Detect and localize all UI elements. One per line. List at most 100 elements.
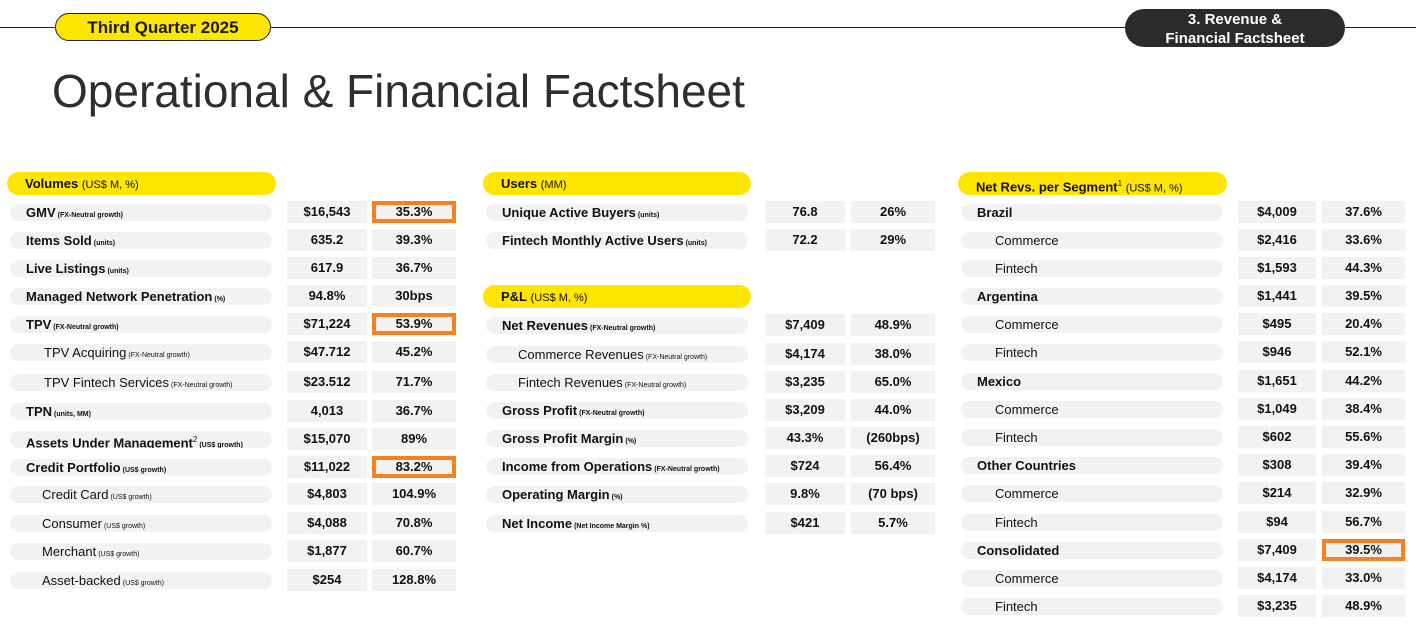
segments-row-value: $214	[1238, 482, 1316, 504]
volumes-row-note: (FX-Neutral growth)	[171, 382, 233, 389]
volumes-row-label: GMV (FX-Neutral growth)	[10, 204, 272, 221]
segments-row-growth: 48.9%	[1322, 595, 1405, 617]
pnl-row-label: Gross Profit Margin (%)	[486, 430, 748, 447]
segments-row-name: Fintech	[995, 345, 1038, 360]
pnl-row-value: 43.3%	[765, 427, 845, 449]
volumes-row-name: TPV Acquiring	[44, 345, 127, 360]
section-badge-line1: 3. Revenue &	[1187, 11, 1283, 28]
users-row-note: (units)	[637, 212, 660, 219]
pnl-row-name: Net Income	[502, 516, 573, 531]
volumes-row-value: 635.2	[287, 229, 367, 251]
segments-row-label: Consolidated	[961, 542, 1223, 559]
volumes-row-name: Managed Network Penetration	[26, 289, 213, 304]
volumes-row-growth: 70.8%	[372, 512, 456, 534]
pnl-row-value: $4,174	[765, 343, 845, 365]
users-row-name: Unique Active Buyers	[502, 205, 636, 220]
segments-row-name: Other Countries	[977, 458, 1076, 473]
pnl-row-label: Net Revenues (FX-Neutral growth)	[486, 317, 748, 334]
volumes-row-note: (US$ growth)	[122, 580, 164, 587]
segments-header: Net Revs. per Segment1 (US$ M, %)	[958, 172, 1227, 195]
volumes-row-name: GMV	[26, 205, 56, 220]
segments-row-growth: 52.1%	[1322, 341, 1405, 363]
segments-row-value: $495	[1238, 313, 1316, 335]
volumes-row-name: Assets Under Management	[26, 435, 193, 448]
volumes-row-growth: 30bps	[372, 285, 456, 307]
users-row-note: (units)	[685, 240, 707, 247]
segments-row-growth: 39.4%	[1322, 454, 1405, 476]
volumes-row-name: Credit Card	[42, 487, 109, 502]
users-row-growth: 26%	[851, 201, 935, 223]
pnl-row-growth: 5.7%	[851, 512, 935, 534]
segments-row-growth: 39.5%	[1322, 539, 1405, 561]
users-row-growth: 29%	[851, 229, 935, 251]
volumes-header: Volumes (US$ M, %)	[7, 172, 276, 195]
volumes-row-value: $71,224	[287, 313, 367, 335]
pnl-header: P&L (US$ M, %)	[483, 285, 751, 308]
segments-unit: (US$ M, %)	[1125, 182, 1183, 195]
volumes-row-footnote: 2	[192, 435, 198, 444]
volumes-row-label: TPV Fintech Services (FX-Neutral growth)	[10, 374, 272, 391]
pnl-row-growth: 65.0%	[851, 371, 935, 393]
volumes-row-note: (US$ growth)	[98, 551, 140, 558]
users-row-value: 72.2	[765, 229, 845, 251]
pnl-row-growth: 44.0%	[851, 399, 935, 421]
volumes-row-label: Consumer (US$ growth)	[10, 515, 272, 532]
pnl-row-growth: 56.4%	[851, 455, 935, 477]
volumes-row-label: Items Sold (units)	[10, 232, 272, 249]
segments-row-name: Fintech	[995, 599, 1038, 614]
segments-footnote: 1	[1117, 179, 1123, 188]
pnl-row-growth: (70 bps)	[851, 483, 935, 505]
segments-row-label: Commerce	[961, 316, 1223, 333]
volumes-row-value: 94.8%	[287, 285, 367, 307]
volumes-row-name: Merchant	[42, 544, 97, 559]
volumes-row-value: $254	[287, 569, 367, 591]
pnl-row-value: $724	[765, 455, 845, 477]
segments-row-label: Mexico	[961, 373, 1223, 390]
volumes-row-name: Live Listings	[26, 261, 106, 276]
pnl-row-name: Gross Profit Margin	[502, 431, 624, 446]
segments-row-value: $1,049	[1238, 398, 1316, 420]
segments-row-growth: 32.9%	[1322, 482, 1405, 504]
pnl-unit: (US$ M, %)	[530, 292, 588, 304]
pnl-row-name: Net Revenues	[502, 318, 588, 333]
section-badge: 3. Revenue & Financial Factsheet	[1125, 9, 1345, 47]
pnl-row-label: Net Income (Net Income Margin %)	[486, 515, 748, 532]
header-rule	[0, 27, 1416, 28]
volumes-row-note: (US$ growth)	[122, 467, 167, 474]
volumes-row-growth: 53.9%	[372, 313, 456, 335]
volumes-row-label: Managed Network Penetration (%)	[10, 288, 272, 305]
users-unit: (MM)	[540, 179, 567, 191]
pnl-row-label: Commerce Revenues (FX-Neutral growth)	[486, 346, 748, 363]
volumes-row-label: TPV Acquiring (FX-Neutral growth)	[10, 344, 272, 361]
users-header: Users (MM)	[483, 172, 751, 195]
volumes-row-growth: 89%	[372, 428, 456, 450]
volumes-row-value: $47.712	[287, 341, 367, 363]
volumes-row-value: 4,013	[287, 400, 367, 422]
section-badge-line2: Financial Factsheet	[1165, 30, 1305, 47]
volumes-row-note: (US$ growth)	[199, 442, 243, 448]
pnl-row-note: (%)	[611, 494, 623, 501]
volumes-row-growth: 45.2%	[372, 341, 456, 363]
volumes-row-name: TPV	[26, 317, 52, 332]
volumes-row-note: (units)	[93, 240, 116, 247]
segments-row-value: $308	[1238, 454, 1316, 476]
users-row-name: Fintech Monthly Active Users	[502, 233, 684, 248]
volumes-row-note: (units)	[107, 268, 129, 275]
segments-row-name: Commerce	[995, 233, 1059, 248]
segments-row-label: Fintech	[961, 598, 1223, 615]
segments-row-name: Commerce	[995, 402, 1059, 417]
volumes-row-label: Credit Card (US$ growth)	[10, 486, 272, 503]
segments-row-label: Fintech	[961, 429, 1223, 446]
pnl-row-note: (FX-Neutral growth)	[589, 325, 656, 332]
segments-row-label: Brazil	[961, 204, 1223, 221]
volumes-row-label: Credit Portfolio (US$ growth)	[10, 459, 272, 476]
pnl-row-name: Commerce Revenues	[518, 347, 644, 362]
pnl-row-growth: (260bps)	[851, 427, 935, 449]
segments-row-value: $94	[1238, 511, 1316, 533]
pnl-row-label: Fintech Revenues (FX-Neutral growth)	[486, 374, 748, 391]
pnl-row-label: Operating Margin (%)	[486, 486, 748, 503]
volumes-row-value: $11,022	[287, 456, 367, 478]
volumes-unit: (US$ M, %)	[81, 179, 139, 191]
pnl-row-name: Gross Profit	[502, 403, 578, 418]
segments-row-label: Fintech	[961, 514, 1223, 531]
